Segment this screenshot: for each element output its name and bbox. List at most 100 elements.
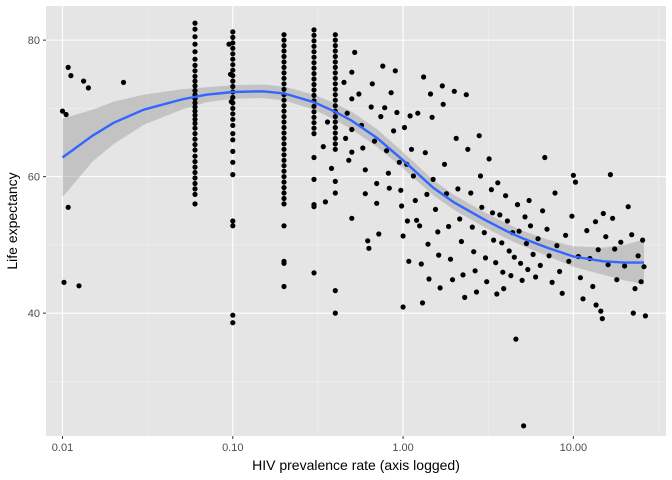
data-point	[349, 215, 355, 221]
data-point	[396, 159, 402, 165]
data-point	[63, 111, 69, 118]
data-point	[230, 172, 236, 178]
data-point	[311, 43, 317, 49]
data-point	[417, 223, 423, 229]
data-point	[398, 187, 404, 193]
data-point	[281, 75, 287, 81]
data-point	[451, 88, 457, 94]
data-point	[192, 78, 198, 84]
data-point	[494, 291, 500, 297]
data-point	[281, 185, 287, 191]
y-tick-label: 80	[28, 35, 40, 47]
data-point	[311, 154, 317, 161]
data-point	[311, 32, 317, 38]
data-point	[368, 104, 374, 110]
data-point	[559, 290, 565, 296]
data-point	[192, 159, 198, 165]
data-point	[281, 103, 287, 109]
data-point	[281, 141, 287, 147]
smooth-trend-line	[61, 90, 644, 264]
data-point	[320, 144, 326, 150]
data-point	[554, 243, 560, 249]
data-point	[311, 49, 317, 55]
data-point	[537, 262, 543, 268]
data-point	[192, 125, 198, 131]
data-point	[378, 114, 384, 120]
data-point	[230, 67, 236, 73]
data-point	[192, 62, 198, 68]
data-point	[362, 191, 368, 197]
data-point	[332, 37, 338, 43]
data-point	[521, 423, 527, 429]
data-point	[281, 37, 287, 43]
data-point	[607, 172, 614, 178]
data-point	[525, 266, 531, 273]
data-point	[362, 167, 368, 173]
data-point	[192, 153, 198, 159]
data-point	[366, 245, 372, 251]
data-point	[120, 79, 127, 85]
data-point	[311, 109, 317, 115]
data-point	[192, 20, 198, 26]
data-point	[332, 310, 338, 316]
data-point	[572, 179, 579, 185]
data-point	[311, 270, 317, 276]
data-point	[230, 312, 236, 318]
data-point	[468, 190, 474, 196]
data-point	[544, 226, 550, 232]
data-point	[429, 114, 435, 120]
data-point	[230, 78, 236, 84]
data-point	[382, 105, 388, 111]
data-point	[495, 180, 501, 186]
data-point	[65, 64, 71, 70]
data-point	[192, 191, 198, 197]
data-point	[332, 92, 338, 98]
data-point	[522, 214, 528, 220]
data-point	[391, 128, 397, 134]
data-point	[462, 294, 468, 300]
data-point	[332, 135, 338, 141]
data-point	[533, 274, 539, 280]
data-point	[439, 83, 445, 89]
data-point	[192, 186, 198, 192]
data-point	[281, 201, 287, 207]
data-point	[407, 113, 413, 119]
data-point	[426, 276, 432, 282]
data-point	[549, 279, 555, 285]
data-point	[419, 300, 426, 306]
data-point	[332, 86, 338, 92]
data-point	[356, 91, 362, 97]
data-point	[546, 253, 552, 259]
data-point	[472, 268, 478, 274]
data-point	[311, 71, 317, 77]
data-point	[332, 97, 338, 103]
data-point	[226, 41, 232, 47]
data-point	[281, 152, 287, 158]
data-point	[332, 103, 338, 109]
data-point	[281, 64, 287, 70]
data-point	[516, 228, 522, 234]
data-point	[230, 56, 236, 62]
data-point	[418, 261, 424, 267]
data-point	[514, 202, 521, 208]
data-point	[332, 130, 338, 136]
data-point	[281, 59, 287, 65]
data-point	[427, 91, 434, 97]
data-point	[352, 49, 358, 56]
data-point	[281, 146, 287, 152]
data-point	[192, 108, 198, 114]
data-point	[228, 99, 234, 105]
data-point	[192, 41, 198, 47]
data-point	[281, 130, 287, 136]
data-point	[230, 51, 236, 57]
data-point	[530, 251, 536, 257]
data-point	[457, 216, 463, 222]
data-point	[281, 157, 287, 163]
data-point	[281, 163, 287, 169]
data-point	[332, 43, 338, 49]
data-point	[192, 88, 198, 94]
data-point	[349, 126, 355, 133]
data-point	[311, 125, 317, 131]
data-point	[346, 157, 352, 163]
